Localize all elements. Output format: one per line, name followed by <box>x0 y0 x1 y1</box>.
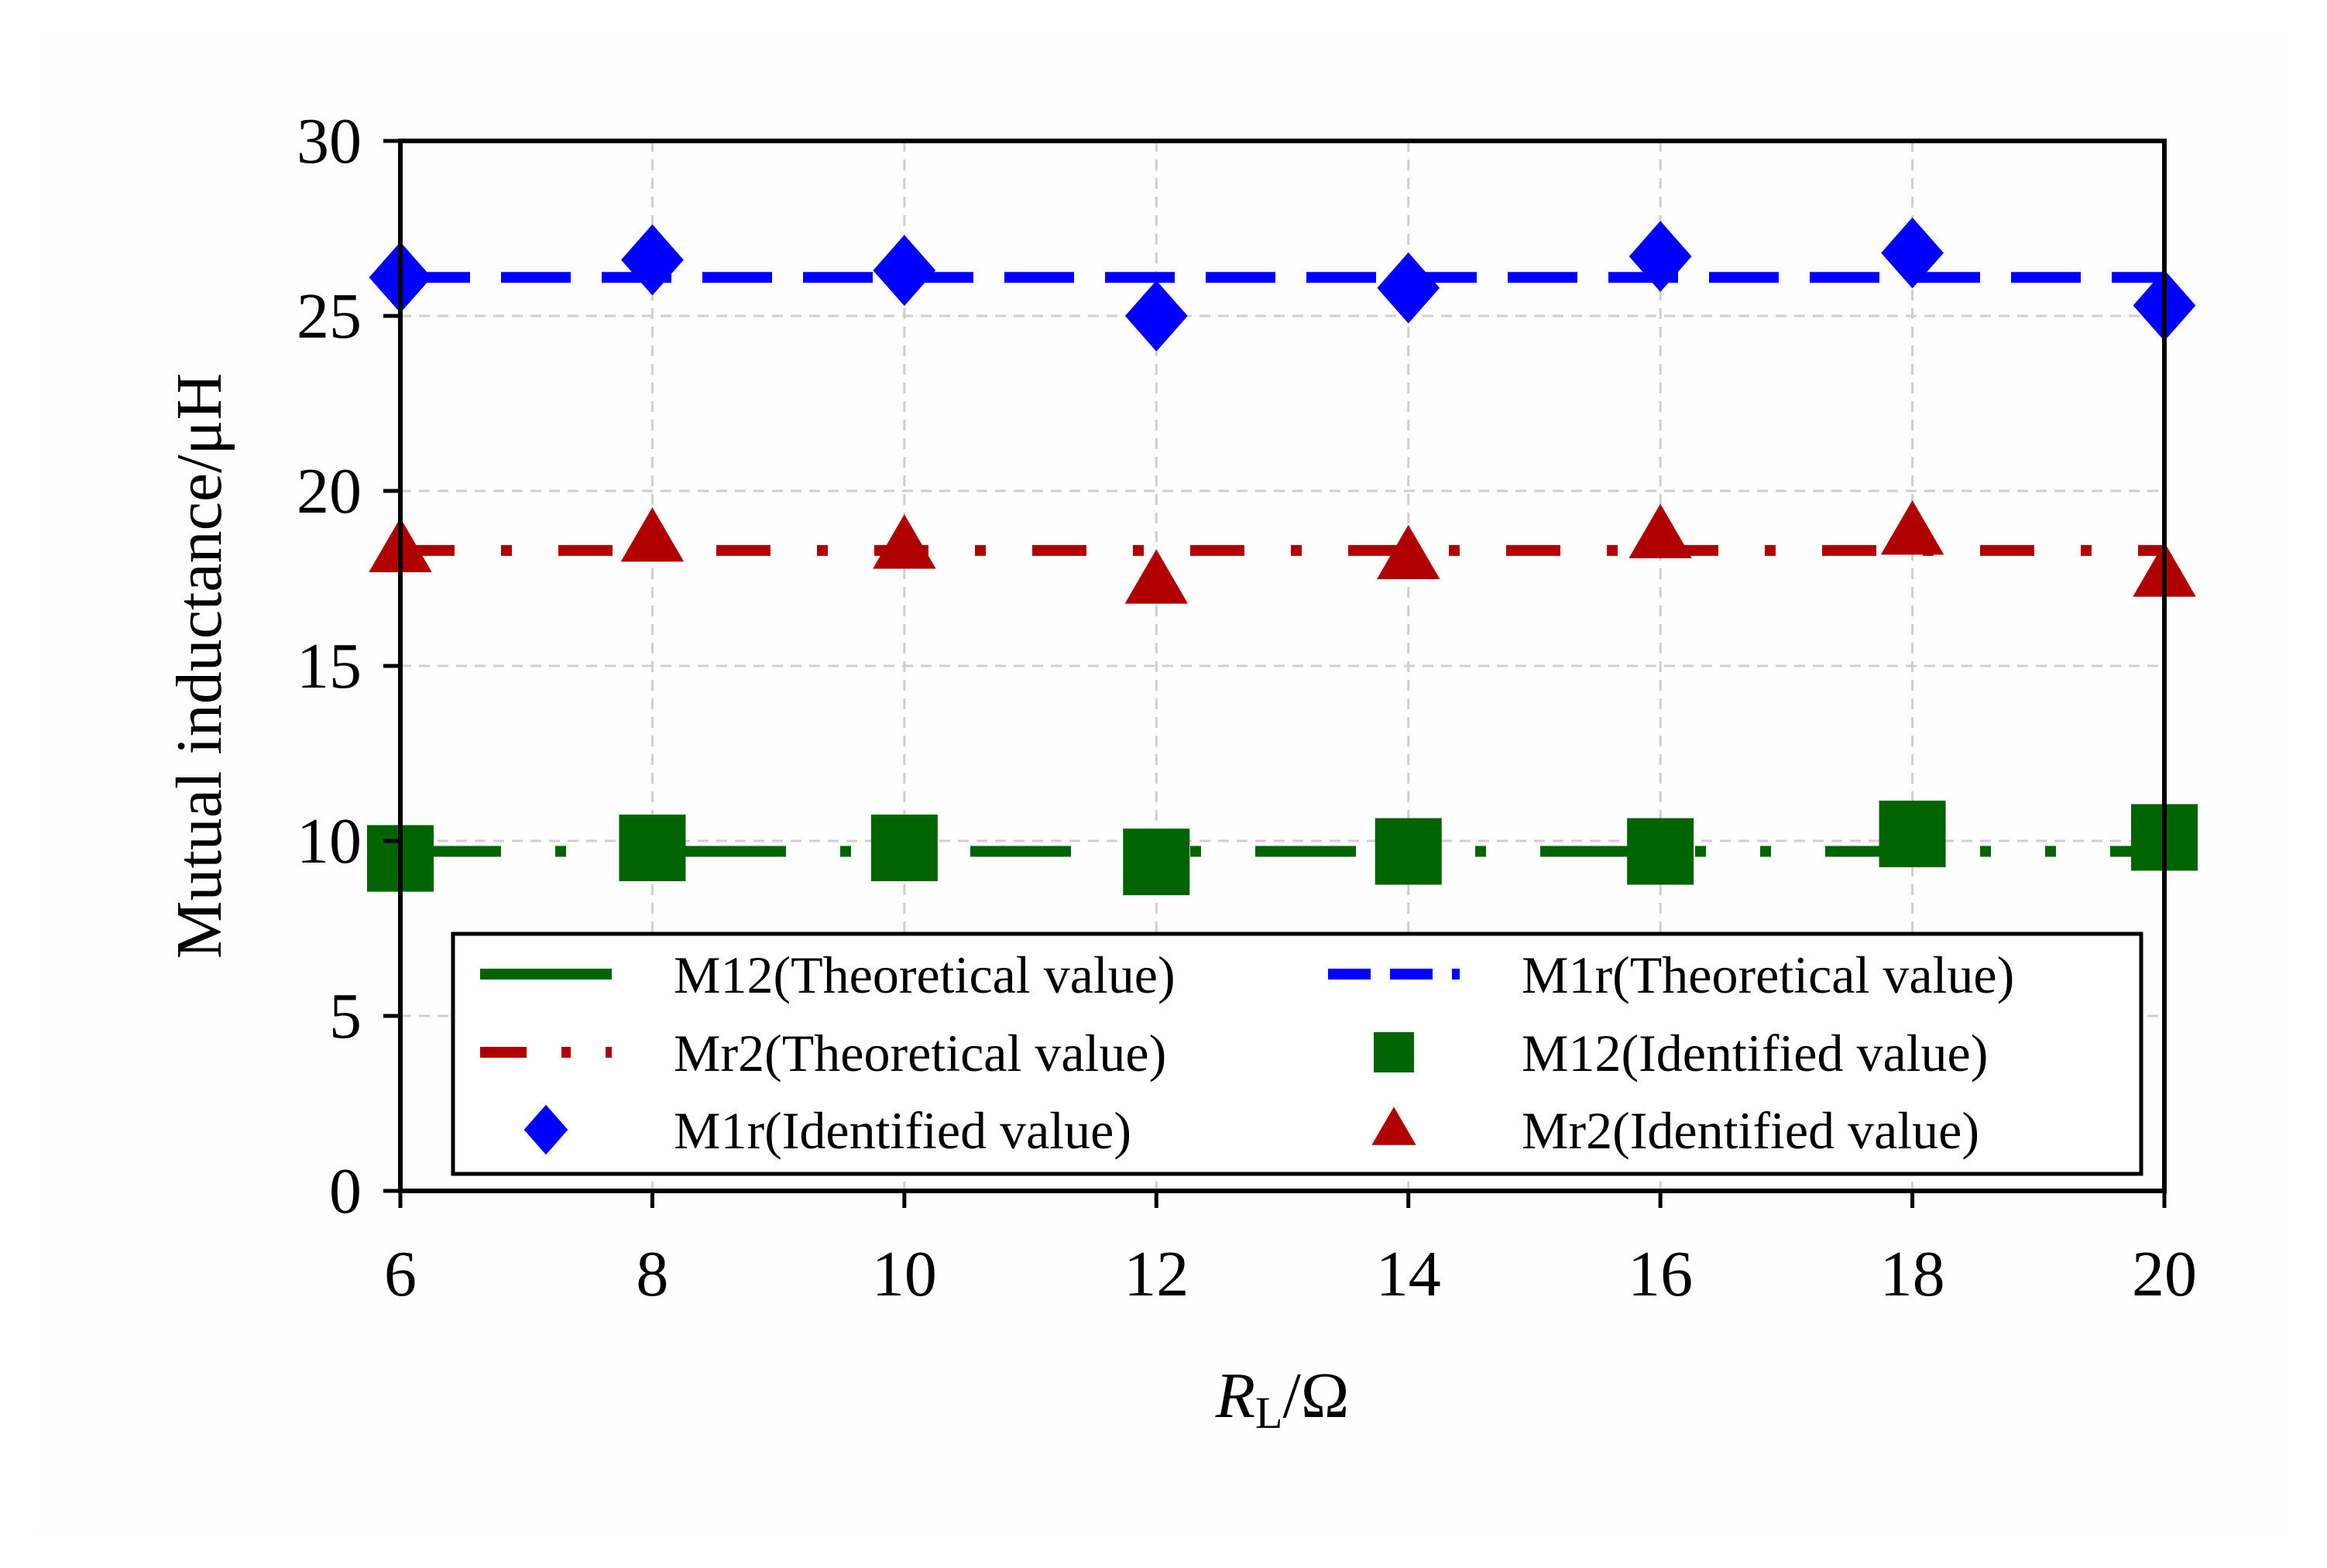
data-point-3 <box>1627 818 1694 885</box>
y-tick-label: 0 <box>329 1155 362 1227</box>
data-point-4 <box>1377 252 1440 324</box>
x-tick-label: 10 <box>872 1238 937 1310</box>
x-tick-label: 16 <box>1628 1238 1693 1310</box>
x-tick-label: 6 <box>384 1238 417 1310</box>
y-tick-label: 20 <box>297 455 362 527</box>
y-axis-title: Mutual inductance/μH <box>163 373 235 959</box>
x-axis-title: RL/Ω <box>1215 1360 1350 1438</box>
identified-markers <box>367 217 2198 896</box>
axis-ticks <box>383 139 2167 1208</box>
data-point-4 <box>1124 280 1188 352</box>
legend-label-1: M1r(Theoretical value) <box>1522 945 2014 1004</box>
data-point-3 <box>1879 800 1946 867</box>
legend-label-0: M12(Theoretical value) <box>674 945 1176 1004</box>
legend: M12(Theoretical value) M1r(Theoretical va… <box>451 932 2143 1176</box>
x-tick-label: 12 <box>1124 1238 1189 1310</box>
legend-label-5: Mr2(Identified value) <box>1522 1101 1979 1160</box>
y-tick-label: 30 <box>297 105 362 177</box>
data-point-3 <box>1123 829 1190 896</box>
data-point-4 <box>873 235 936 307</box>
data-point-5 <box>1880 500 1944 555</box>
legend-label-3: M12(Identified value) <box>1522 1024 1988 1083</box>
theoretical-lines <box>400 272 2164 857</box>
x-axis-title-unit: /Ω <box>1282 1360 1349 1432</box>
data-point-5 <box>1376 524 1440 579</box>
x-tick-label: 18 <box>1880 1238 1945 1310</box>
data-point-5 <box>1124 549 1189 604</box>
data-point-4 <box>1881 217 1944 289</box>
legend-swatch-5 <box>1371 1107 1416 1145</box>
x-tick-label: 20 <box>2132 1238 2197 1310</box>
data-point-4 <box>621 224 684 296</box>
data-point-5 <box>620 507 685 562</box>
y-tick-label: 25 <box>297 280 362 352</box>
data-point-4 <box>1629 221 1692 293</box>
legend-label-2: Mr2(Theoretical value) <box>674 1024 1166 1083</box>
x-tick-label: 14 <box>1376 1238 1441 1310</box>
y-tick-label: 10 <box>297 805 362 877</box>
legend-label-4: M1r(Identified value) <box>674 1101 1131 1160</box>
legend-swatch-4 <box>523 1104 568 1155</box>
legend-box <box>451 932 2143 1176</box>
data-point-5 <box>873 514 936 569</box>
x-axis-title-subscript: L <box>1255 1388 1282 1438</box>
legend-swatch-3 <box>1374 1032 1414 1072</box>
y-tick-label: 5 <box>329 980 362 1052</box>
data-point-3 <box>619 815 686 882</box>
tick-labels: 6 8 10 12 14 16 18 20 0 5 10 15 20 25 30 <box>297 105 2197 1310</box>
data-point-5 <box>1629 503 1692 558</box>
x-axis-title-symbol: R <box>1215 1360 1255 1432</box>
x-tick-label: 8 <box>636 1238 668 1310</box>
data-point-3 <box>870 815 938 882</box>
data-point-3 <box>1375 818 1442 885</box>
y-tick-label: 15 <box>297 630 362 702</box>
